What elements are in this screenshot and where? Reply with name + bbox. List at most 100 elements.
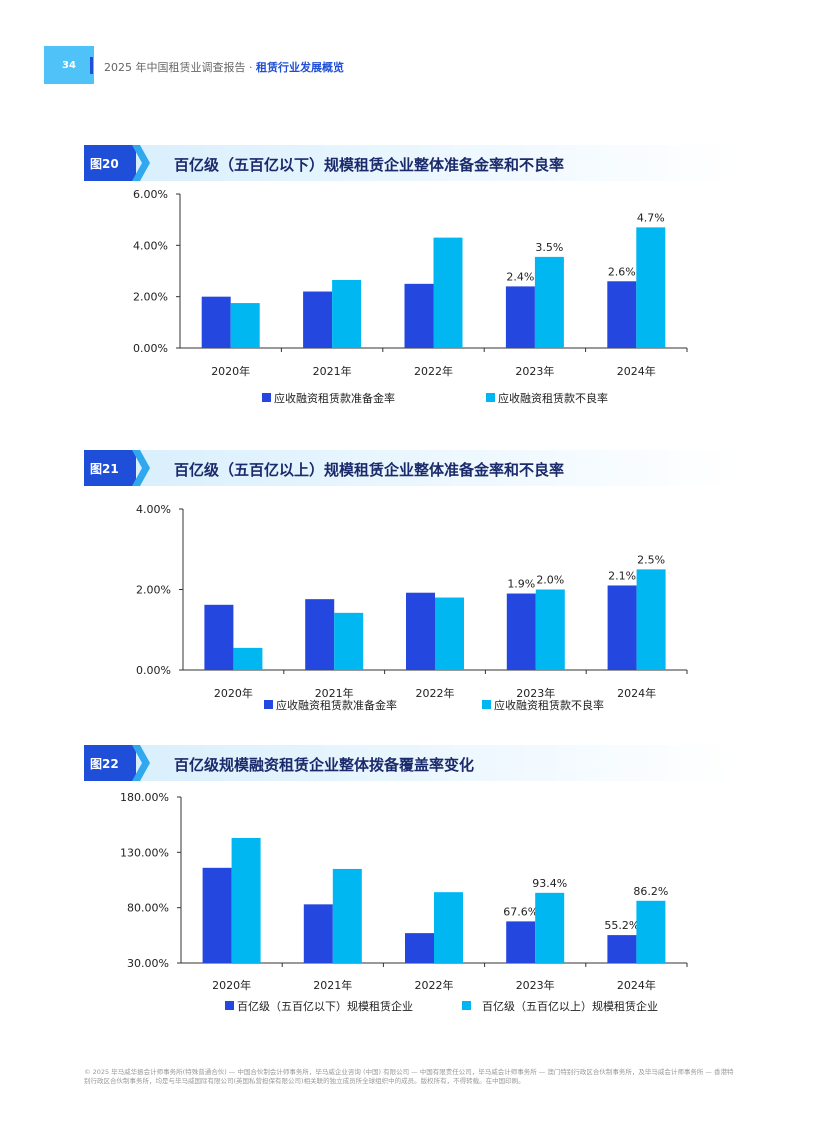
data-label: 2.5% [637,553,665,566]
bar-series2 [230,303,260,348]
y-tick-label: 30.00% [127,957,169,970]
bar-series2 [434,892,463,963]
bar-series1 [506,593,536,670]
x-tick-label: 2021年 [313,978,352,992]
x-tick-label: 2024年 [617,978,656,992]
bar-series2 [534,256,564,348]
bar-series2 [535,892,565,963]
bar-series1 [303,291,333,348]
figure-heading-band [84,745,734,781]
figure-tag: 图21 [84,450,136,486]
legend-label: 应收融资租赁款准备金率 [276,698,397,712]
y-tick-label: 80.00% [127,902,169,915]
bar-series2 [636,900,666,963]
x-tick-label: 2021年 [315,686,354,700]
x-tick-label: 2022年 [415,978,454,992]
data-label: 67.6% [503,905,538,918]
chart-figure-20: 0.00% 2.00% 4.00% 6.00% 2020年 2021年 2022年 2023年… [133,188,688,405]
bar-series1 [202,867,232,963]
data-label: 3.5% [535,241,563,254]
x-tick-label: 2020年 [214,686,253,700]
chevron-right-icon [132,450,150,486]
report-title: 2025 年中国租赁业调查报告 · [104,61,256,74]
figure-heading-band [84,450,734,486]
legend-swatch [225,1001,234,1010]
y-tick-label: 2.00% [136,584,171,597]
figure-title: 百亿级（五百亿以下）规模租赁企业整体准备金率和不良率 [174,156,565,174]
figure-22-heading: 图22 百亿级规模融资租赁企业整体拨备覆盖率变化 [84,745,734,781]
y-tick-label: 0.00% [133,342,168,355]
bar-series1 [303,904,333,963]
bar-series1 [607,935,637,963]
bar-series1 [506,921,536,963]
figure-title: 百亿级（五百亿以上）规模租赁企业整体准备金率和不良率 [174,461,565,479]
x-tick-label: 2024年 [617,686,656,700]
running-header: 2025 年中国租赁业调查报告 · 租赁行业发展概览 [104,59,344,75]
figure-tag: 图20 [84,145,136,181]
y-tick-label: 4.00% [136,503,171,516]
bar-series1 [404,283,434,348]
legend-swatch [262,393,271,402]
header-accent-bar [90,57,93,74]
figure-20-heading: 图20 百亿级（五百亿以下）规模租赁企业整体准备金率和不良率 [84,145,734,181]
legend-label: 应收融资租赁款准备金率 [274,391,395,405]
section-title: 租赁行业发展概览 [255,61,344,74]
data-label: 2.1% [608,569,636,582]
data-label: 93.4% [532,877,567,890]
x-tick-label: 2023年 [516,978,555,992]
data-label: 2.4% [506,270,534,283]
data-label: 4.7% [637,211,665,224]
legend-label: 百亿级（五百亿以下）规模租赁企业 [237,999,413,1013]
data-label: 86.2% [633,885,668,898]
legend-label: 应收融资租赁款不良率 [494,698,604,712]
chart-figure-21: 0.00% 2.00% 4.00% 2020年 2021年 2022年 2023年 1.9% 2… [136,503,688,712]
chart-figure-22: 30.00% 80.00% 130.00% 180.00% 2020年 2021年 2022… [120,791,688,1013]
legend-label: 百亿级（五百亿以上）规模租赁企业 [482,999,658,1013]
x-tick-label: 2020年 [211,364,250,378]
data-label: 1.9% [507,578,535,591]
copyright-footer: © 2025 毕马威华振会计师事务所(特殊普通合伙) — 中国合伙制会计师事务所… [84,1068,734,1085]
bar-series2 [332,868,362,963]
y-tick-label: 180.00% [120,791,169,804]
x-tick-label: 2023年 [515,364,554,378]
x-tick-label: 2023年 [516,686,555,700]
legend-swatch [462,1001,471,1010]
legend-swatch [486,393,495,402]
chevron-right-icon [132,145,150,181]
y-tick-label: 6.00% [133,188,168,201]
x-tick-label: 2022年 [414,364,453,378]
y-tick-label: 2.00% [133,291,168,304]
bar-series2 [231,837,261,963]
data-label: 2.6% [608,265,636,278]
x-tick-label: 2020年 [212,978,251,992]
figure-heading-band [84,145,734,181]
figure-title: 百亿级规模融资租赁企业整体拨备覆盖率变化 [174,756,475,774]
figure-21-heading: 图21 百亿级（五百亿以上）规模租赁企业整体准备金率和不良率 [84,450,734,486]
figure-tag: 图22 [84,745,136,781]
bar-series2 [433,237,463,348]
bar-series1 [607,585,637,670]
bar-series2 [332,279,362,348]
bar-series2 [535,589,565,670]
y-tick-label: 4.00% [133,239,168,252]
chevron-right-icon [132,745,150,781]
legend-label: 应收融资租赁款不良率 [498,391,608,405]
legend-swatch [264,700,273,709]
x-tick-label: 2022年 [416,686,455,700]
bar-series2 [435,597,464,670]
data-label: 55.2% [604,919,639,932]
bar-series1 [305,599,335,670]
bar-series1 [201,296,231,348]
page-number: 34 [44,46,94,84]
bar-series1 [607,281,637,348]
bar-series2 [233,647,263,670]
x-tick-label: 2021年 [313,364,352,378]
bar-series2 [334,612,364,670]
y-tick-label: 0.00% [136,664,171,677]
y-tick-label: 130.00% [120,846,169,859]
bar-series2 [636,569,666,670]
bar-series1 [204,604,234,670]
legend-swatch [482,700,491,709]
bar-series1 [406,592,435,670]
bar-series2 [636,227,666,348]
